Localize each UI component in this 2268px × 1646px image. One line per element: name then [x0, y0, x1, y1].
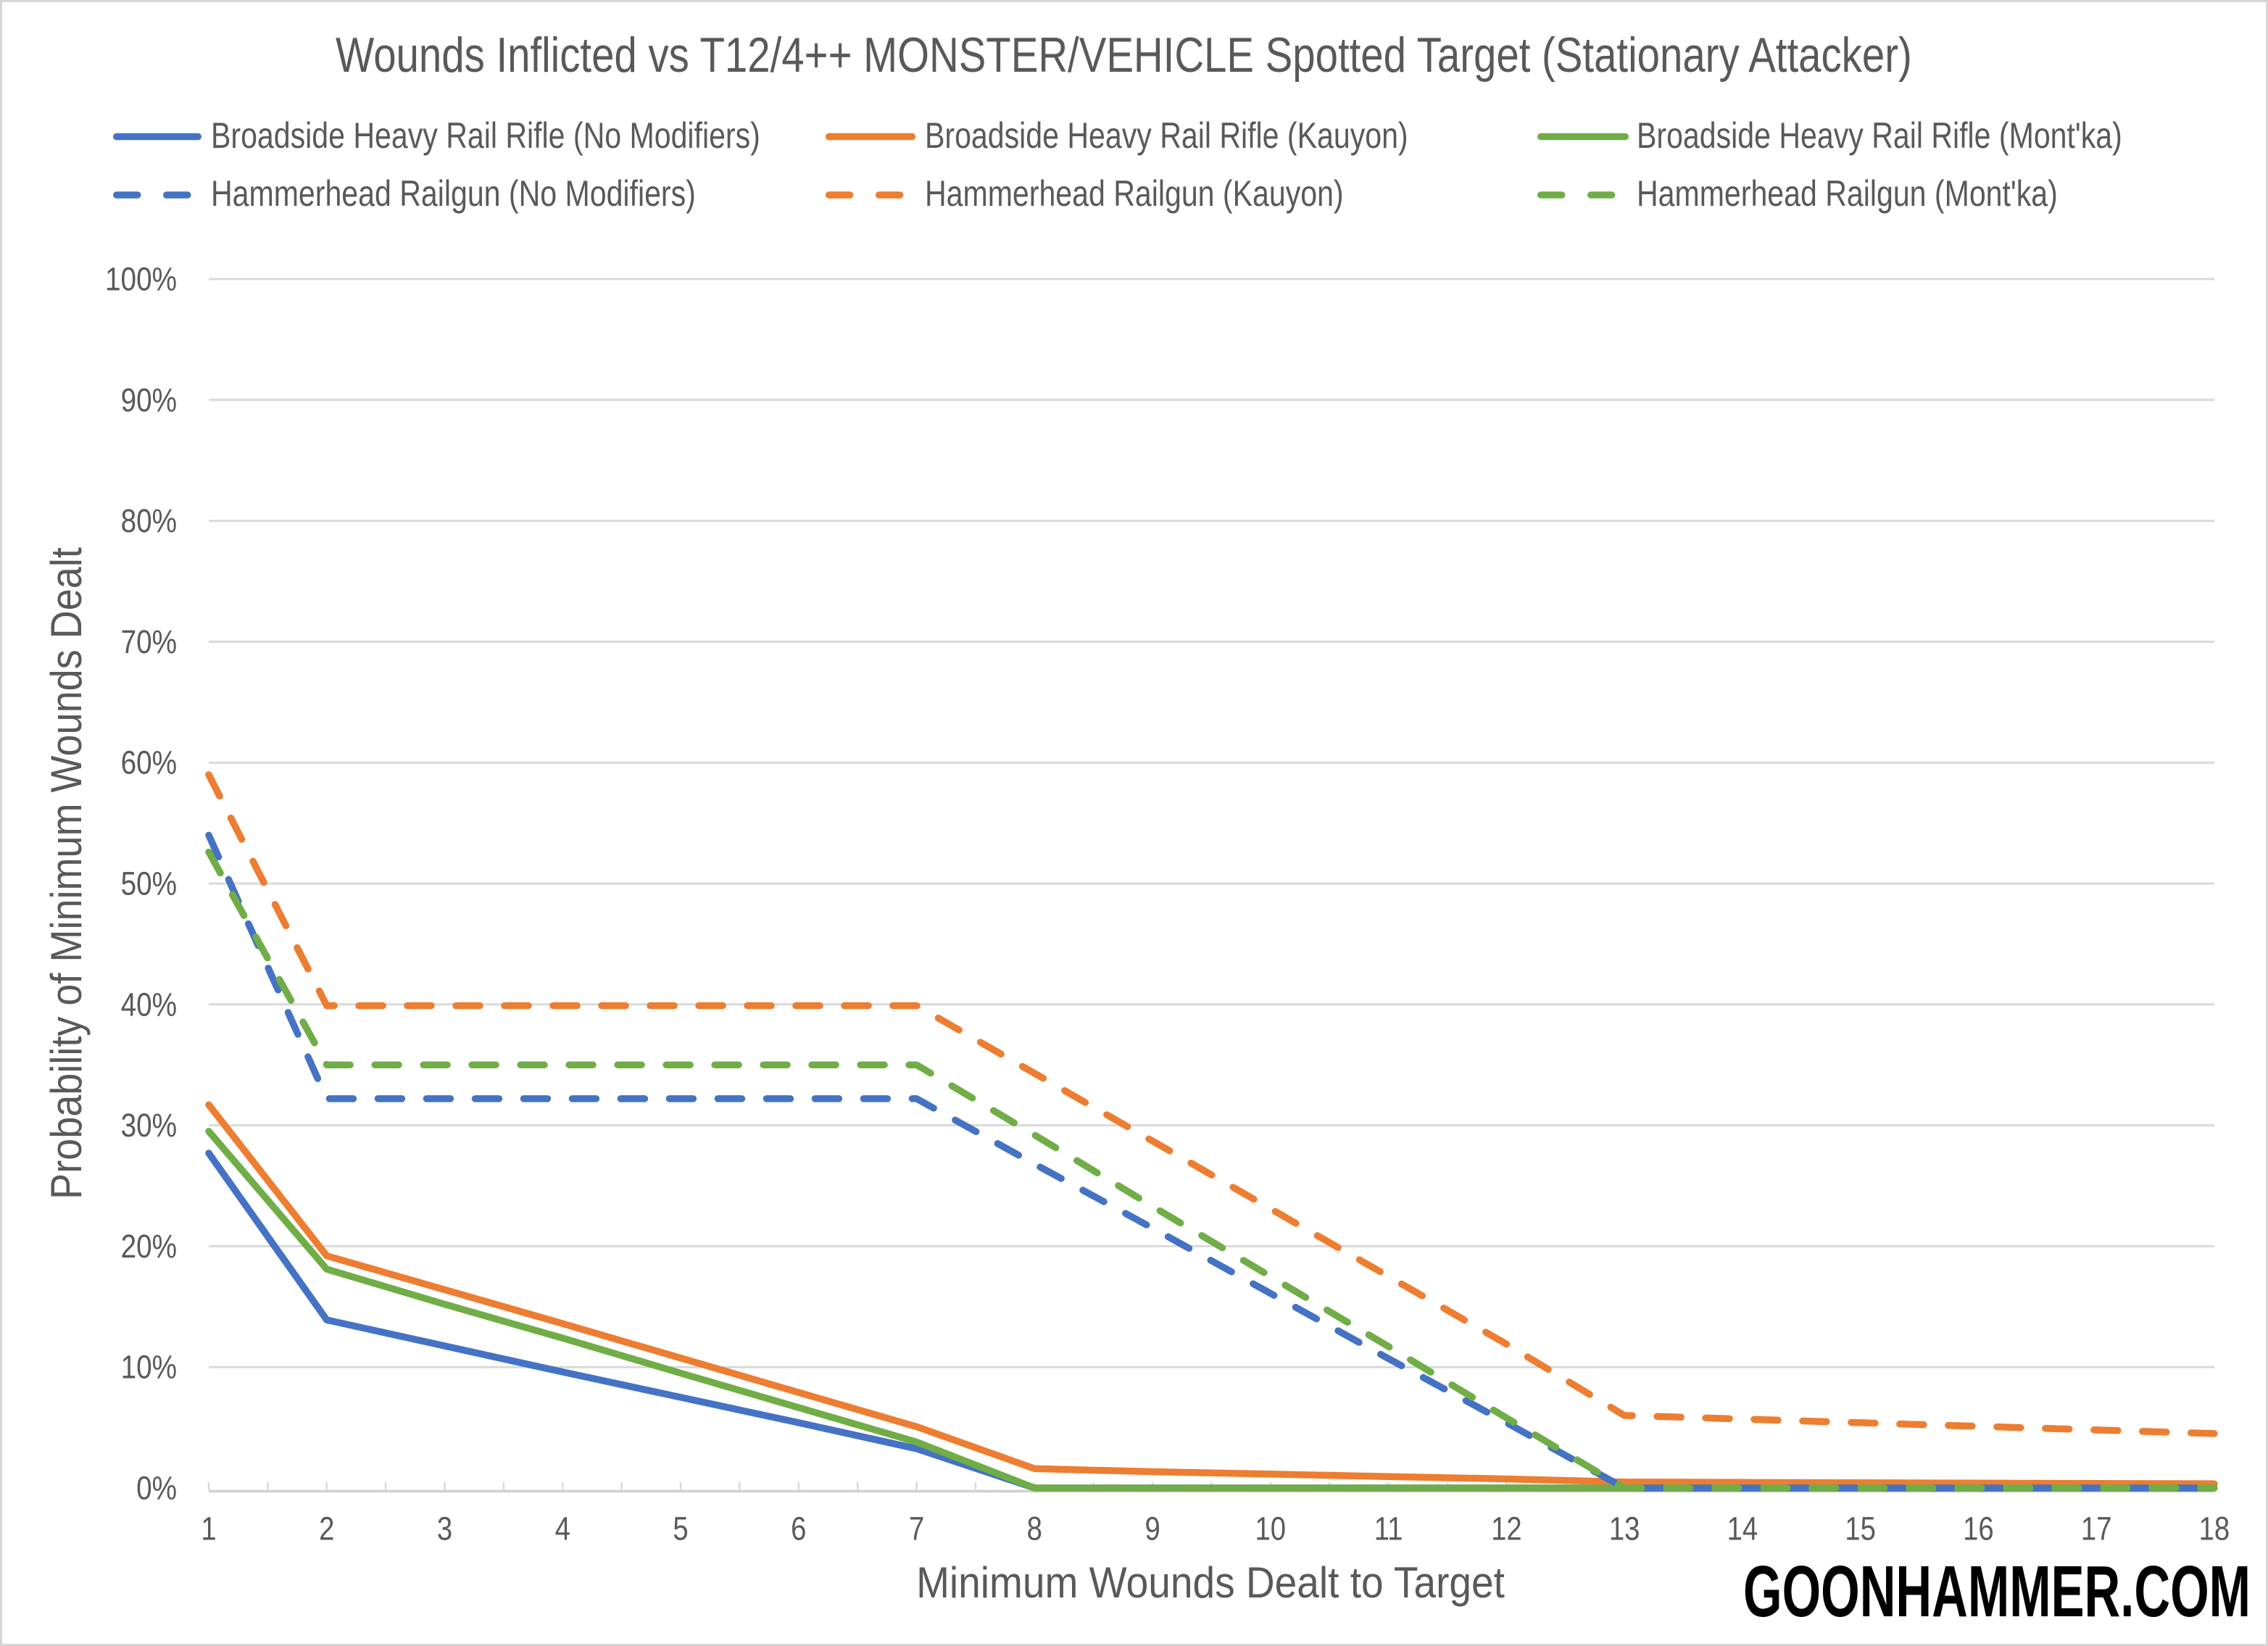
svg-text:Broadside Heavy Rail Rifle (No: Broadside Heavy Rail Rifle (No Modifiers… — [211, 115, 760, 156]
svg-text:Hammerhead Railgun (Mont'ka): Hammerhead Railgun (Mont'ka) — [1637, 173, 2058, 214]
svg-text:10%: 10% — [121, 1349, 177, 1385]
svg-text:6: 6 — [791, 1510, 806, 1547]
svg-text:Broadside Heavy Rail Rifle (Ka: Broadside Heavy Rail Rifle (Kauyon) — [925, 115, 1408, 156]
svg-text:3: 3 — [437, 1510, 452, 1547]
svg-text:1: 1 — [201, 1510, 216, 1547]
svg-text:GOONHAMMER.COM: GOONHAMMER.COM — [1743, 1551, 2251, 1632]
svg-text:17: 17 — [2081, 1510, 2112, 1547]
svg-text:0%: 0% — [136, 1470, 177, 1506]
svg-text:20%: 20% — [121, 1228, 177, 1264]
svg-text:Probability of Minimum Wounds: Probability of Minimum Wounds Dealt — [42, 547, 91, 1200]
svg-text:16: 16 — [1963, 1510, 1994, 1547]
svg-text:8: 8 — [1027, 1510, 1042, 1547]
svg-text:40%: 40% — [121, 986, 177, 1023]
svg-text:14: 14 — [1727, 1510, 1758, 1547]
svg-text:70%: 70% — [121, 623, 177, 660]
svg-text:Hammerhead Railgun (No Modifie: Hammerhead Railgun (No Modifiers) — [211, 173, 696, 214]
svg-text:18: 18 — [2199, 1510, 2230, 1547]
svg-text:2: 2 — [319, 1510, 334, 1547]
svg-text:90%: 90% — [121, 382, 177, 418]
svg-text:100%: 100% — [105, 261, 177, 297]
svg-text:60%: 60% — [121, 744, 177, 781]
svg-text:7: 7 — [909, 1510, 924, 1547]
svg-text:Hammerhead Railgun (Kauyon): Hammerhead Railgun (Kauyon) — [925, 173, 1344, 214]
svg-text:11: 11 — [1374, 1510, 1403, 1547]
svg-text:Minimum Wounds Dealt to Target: Minimum Wounds Dealt to Target — [916, 1559, 1505, 1608]
svg-text:13: 13 — [1609, 1510, 1640, 1547]
svg-text:80%: 80% — [121, 502, 177, 539]
svg-text:4: 4 — [555, 1510, 570, 1547]
svg-text:9: 9 — [1145, 1510, 1160, 1547]
svg-text:15: 15 — [1845, 1510, 1876, 1547]
svg-text:5: 5 — [673, 1510, 688, 1547]
svg-text:Wounds Inflicted vs T12/4++ MO: Wounds Inflicted vs T12/4++ MONSTER/VEHI… — [336, 28, 1912, 83]
svg-text:10: 10 — [1255, 1510, 1287, 1547]
svg-text:12: 12 — [1491, 1510, 1522, 1547]
svg-text:50%: 50% — [121, 865, 177, 902]
svg-text:30%: 30% — [121, 1107, 177, 1143]
svg-text:Broadside Heavy Rail Rifle (Mo: Broadside Heavy Rail Rifle (Mont'ka) — [1637, 115, 2122, 156]
